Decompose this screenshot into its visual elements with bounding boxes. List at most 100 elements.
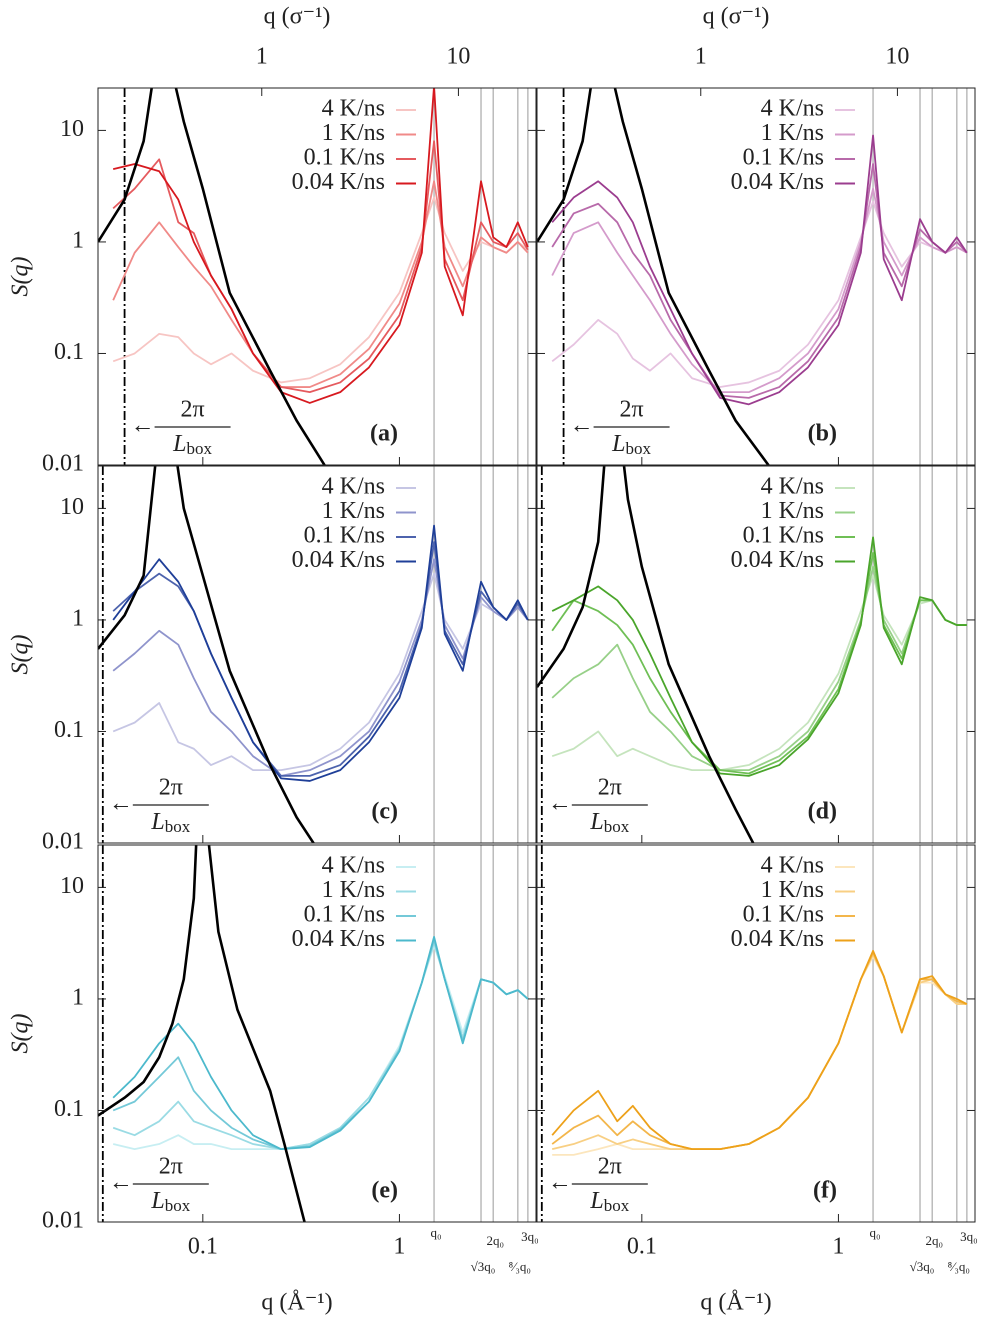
y-tick-label: 0.1 — [54, 339, 84, 365]
x-tick-label: 0.1 — [188, 1234, 218, 1260]
annotation-denominator: Lbox — [611, 431, 651, 458]
reference-label: √3q₀ — [910, 1259, 935, 1274]
x-tick-label: 1 — [832, 1234, 844, 1260]
annotation-denominator: Lbox — [589, 809, 629, 836]
annotation-numerator: 2π — [598, 775, 622, 801]
series-line — [551, 187, 968, 394]
denominator-symbol: L — [150, 809, 164, 835]
legend-label: 0.1 K/ns — [304, 523, 385, 549]
x-tick-label: 0.1 — [627, 1234, 657, 1260]
model-curve — [537, 466, 755, 843]
plot-area — [98, 845, 529, 1222]
reference-label: ⁸⁄₃q₀ — [509, 1259, 531, 1274]
annotation-arrow: ← — [131, 413, 155, 439]
model-curve — [98, 88, 327, 465]
reference-label: 3q₀ — [521, 1229, 539, 1244]
series-line — [112, 572, 529, 772]
denominator-symbol: L — [150, 1188, 164, 1214]
series-line — [112, 944, 529, 1151]
y-axis-label: S(q) — [8, 257, 34, 297]
annotation-numerator: 2π — [598, 1154, 622, 1180]
legend-label: 0.04 K/ns — [731, 926, 824, 952]
series-line — [112, 941, 529, 1151]
x2-axis-label: q (σ⁻¹) — [703, 4, 770, 30]
denominator-subscript: box — [604, 1196, 630, 1215]
x2-tick-label: 10 — [885, 44, 909, 70]
annotation-numerator: 2π — [181, 397, 205, 423]
legend-label: 1 K/ns — [322, 877, 385, 903]
panel-frame — [536, 87, 976, 466]
panel-frame — [536, 465, 976, 844]
x2-tick-label: 1 — [256, 44, 268, 70]
series-line — [112, 524, 529, 782]
legend-label: 1 K/ns — [761, 877, 824, 903]
series-line — [551, 574, 967, 772]
series-line — [551, 134, 968, 406]
reference-label: q₀ — [431, 1225, 442, 1240]
denominator-symbol: L — [589, 809, 603, 835]
annotation-denominator: Lbox — [150, 809, 190, 836]
series-line — [551, 949, 968, 1151]
panel-label: (a) — [370, 421, 398, 447]
x2-tick-label: 10 — [446, 44, 470, 70]
panel-label: (e) — [371, 1178, 398, 1204]
panel: q₀ √3q₀ 2q₀ ⁸⁄₃q₀ 3q₀ 0.01 0.1 1 10 0.1 1 S(q) q (Å⁻… — [8, 844, 539, 1316]
model-curve — [98, 845, 306, 1222]
y-tick-label: 1 — [72, 984, 84, 1010]
series-line — [112, 88, 529, 404]
series-line — [112, 196, 529, 384]
model-curve — [98, 466, 316, 843]
plot-area — [98, 88, 529, 465]
series-line — [112, 558, 529, 777]
annotation-arrow: ← — [548, 791, 572, 817]
plot-area — [540, 845, 968, 1222]
legend-label: 0.1 K/ns — [304, 902, 385, 928]
y-tick-label: 10 — [60, 873, 84, 899]
panel-label: (c) — [371, 799, 398, 825]
denominator-symbol: L — [589, 1188, 603, 1214]
legend-label: 0.1 K/ns — [304, 145, 385, 171]
annotation-numerator: 2π — [159, 775, 183, 801]
legend-label: 0.04 K/ns — [731, 547, 824, 573]
series-line — [112, 180, 529, 388]
legend-label: 0.1 K/ns — [743, 145, 824, 171]
annotation-denominator: Lbox — [172, 431, 212, 458]
reference-label: √3q₀ — [471, 1259, 496, 1274]
y-tick-label: 0.01 — [42, 1208, 84, 1234]
panel-frame — [97, 844, 537, 1223]
legend-label: 1 K/ns — [761, 120, 824, 146]
legend-label: 0.1 K/ns — [743, 902, 824, 928]
y-tick-label: 10 — [60, 116, 84, 142]
legend-label: 4 K/ns — [322, 474, 385, 500]
y-tick-label: 10 — [60, 494, 84, 520]
legend-label: 4 K/ns — [322, 853, 385, 879]
y-tick-label: 1 — [72, 605, 84, 631]
panel-frame — [97, 465, 537, 844]
panel-label: (d) — [808, 799, 837, 825]
y-axis-label: S(q) — [8, 635, 34, 675]
annotation-arrow: ← — [570, 413, 594, 439]
x-axis-label: q (Å⁻¹) — [700, 1290, 771, 1316]
panel-frame — [97, 87, 537, 466]
legend-label: 0.04 K/ns — [292, 169, 385, 195]
x2-tick-label: 1 — [695, 44, 707, 70]
series-line — [552, 955, 967, 1156]
legend-label: 4 K/ns — [761, 474, 824, 500]
series-line — [551, 951, 968, 1151]
plot-area — [98, 466, 529, 843]
denominator-subscript: box — [626, 439, 652, 458]
legend-label: 1 K/ns — [322, 120, 385, 146]
legend-label: 4 K/ns — [761, 853, 824, 879]
denominator-symbol: L — [172, 431, 186, 457]
reference-label: q₀ — [870, 1225, 881, 1240]
series-line — [551, 551, 967, 775]
legend-label: 4 K/ns — [761, 96, 824, 122]
annotation-arrow: ← — [109, 1170, 133, 1196]
annotation-denominator: Lbox — [150, 1188, 190, 1215]
legend-label: 1 K/ns — [322, 498, 385, 524]
legend-label: 1 K/ns — [761, 498, 824, 524]
reference-label: 2q₀ — [486, 1233, 504, 1248]
x-tick-label: 1 — [393, 1234, 405, 1260]
annotation-denominator: Lbox — [589, 1188, 629, 1215]
